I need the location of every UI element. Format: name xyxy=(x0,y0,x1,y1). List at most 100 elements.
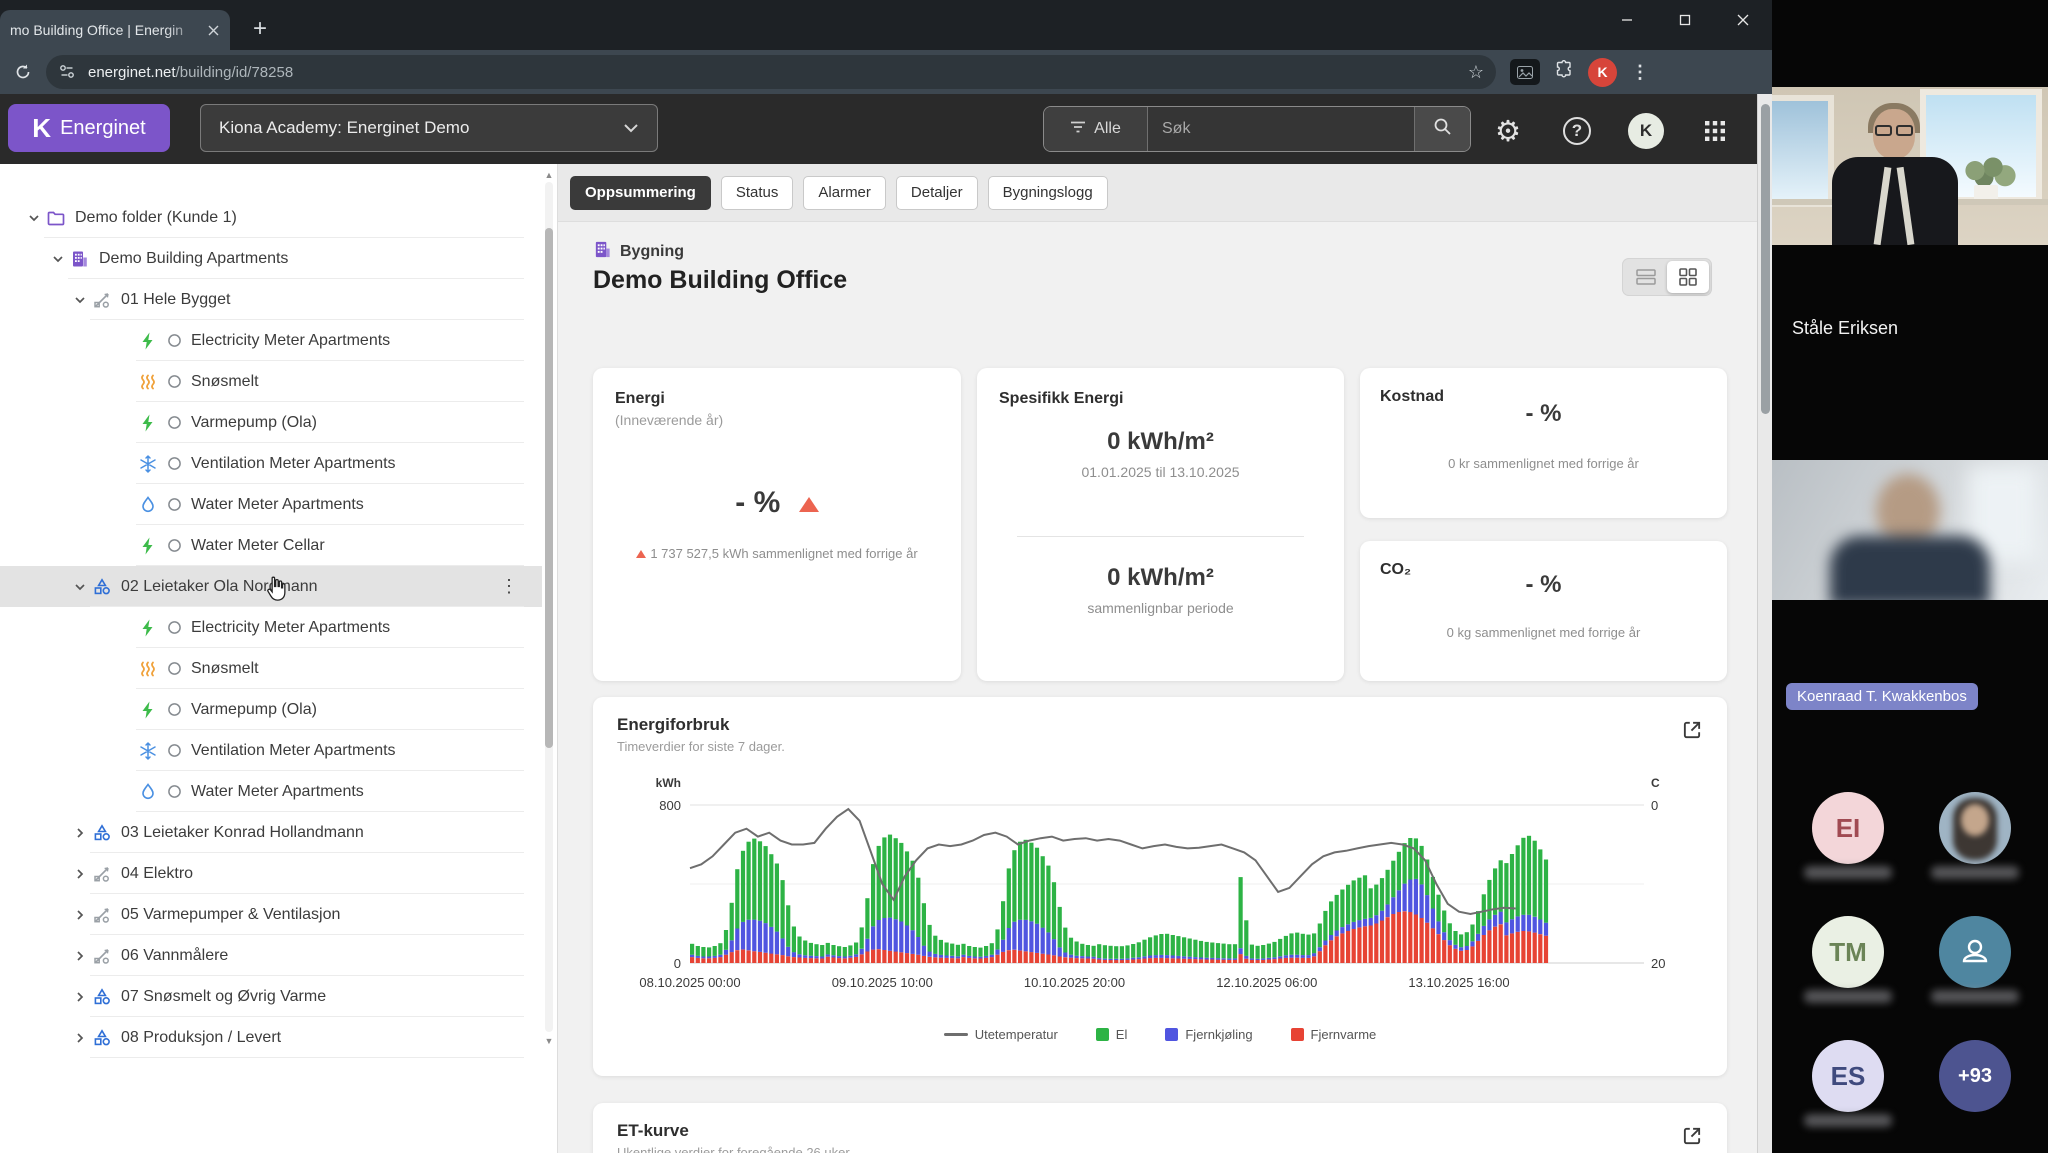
svg-text:13.10.2025 16:00: 13.10.2025 16:00 xyxy=(1408,975,1509,990)
close-tab-icon[interactable] xyxy=(204,21,222,39)
sidebar-scrollbar[interactable]: ▲ ▼ xyxy=(543,168,555,1048)
tree-item-13[interactable]: Ventilation Meter Apartments xyxy=(0,730,542,771)
chevron-right-icon[interactable] xyxy=(70,1031,90,1045)
shapes-group-icon xyxy=(90,823,114,843)
spesifikk-period-2: sammenlignbar periode xyxy=(1087,600,1234,616)
water-droplet-icon xyxy=(136,782,160,802)
tree-item-6[interactable]: Ventilation Meter Apartments xyxy=(0,443,542,484)
url-field[interactable]: energinet.net/building/id/78258 ☆ xyxy=(46,55,1496,89)
chevron-down-icon[interactable] xyxy=(70,580,90,594)
scroll-up-icon[interactable]: ▲ xyxy=(544,170,554,180)
tree-item-9[interactable]: 02 Leietaker Ola Nordmann ⋮ xyxy=(0,566,542,607)
expand-icon[interactable] xyxy=(1681,1125,1703,1152)
tree-item-15[interactable]: 03 Leietaker Konrad Hollandmann xyxy=(0,812,542,853)
tree-item-7[interactable]: Water Meter Apartments xyxy=(0,484,542,525)
participant-avatar-0[interactable]: EI xyxy=(1812,792,1884,864)
organization-selector[interactable]: Kiona Academy: Energinet Demo xyxy=(200,104,658,152)
tree-item-1[interactable]: Demo Building Apartments xyxy=(0,238,542,279)
scroll-down-icon[interactable]: ▼ xyxy=(544,1036,554,1046)
chevron-down-icon[interactable] xyxy=(24,211,44,225)
tree-item-8[interactable]: Water Meter Cellar xyxy=(0,525,542,566)
participant-avatar-5[interactable]: +93 xyxy=(1939,1040,2011,1112)
tree-item-11[interactable]: Snøsmelt xyxy=(0,648,542,689)
search-submit-button[interactable] xyxy=(1414,107,1470,151)
apps-grid-icon[interactable] xyxy=(1696,112,1734,150)
participant-avatar-3[interactable] xyxy=(1939,916,2011,988)
new-tab-button[interactable]: + xyxy=(252,15,267,42)
reload-icon[interactable] xyxy=(6,55,40,89)
search-input[interactable]: Søk xyxy=(1148,107,1414,151)
close-window-button[interactable] xyxy=(1714,0,1772,40)
participant-name-label: Ståle Eriksen xyxy=(1792,318,1899,338)
browser-menu-kebab-icon[interactable]: ⋮ xyxy=(1631,61,1649,82)
tab-detaljer[interactable]: Detaljer xyxy=(895,175,978,210)
tree-item-16[interactable]: 04 Elektro xyxy=(0,853,542,894)
search-filter-dropdown[interactable]: Alle xyxy=(1044,107,1148,151)
energinet-logo[interactable]: K Energinet xyxy=(8,104,170,152)
energiforbruk-card: Energiforbruk Timeverdier for siste 7 da… xyxy=(593,697,1727,1076)
tree-item-4[interactable]: Snøsmelt xyxy=(0,361,542,402)
chevron-down-icon[interactable] xyxy=(70,293,90,307)
chevron-right-icon[interactable] xyxy=(70,949,90,963)
tree-item-14[interactable]: Water Meter Apartments xyxy=(0,771,542,812)
chevron-right-icon[interactable] xyxy=(70,826,90,840)
tree-item-18[interactable]: 06 Vannmålere xyxy=(0,935,542,976)
svg-text:0: 0 xyxy=(1651,798,1658,813)
chevron-down-icon[interactable] xyxy=(48,252,68,266)
extensions-puzzle-icon[interactable] xyxy=(1554,59,1574,85)
participant-video-2[interactable] xyxy=(1772,460,2048,600)
tree-item-label: Water Meter Apartments xyxy=(191,495,364,513)
tree-item-10[interactable]: Electricity Meter Apartments xyxy=(0,607,542,648)
help-icon[interactable]: ? xyxy=(1558,112,1596,150)
electricity-bolt-icon xyxy=(136,413,160,433)
bookmark-star-icon[interactable]: ☆ xyxy=(1467,61,1484,82)
settings-gear-icon[interactable]: ⚙ xyxy=(1495,115,1521,148)
tab-bygningslogg[interactable]: Bygningslogg xyxy=(987,175,1108,210)
page-scrollbar[interactable] xyxy=(1757,94,1772,1153)
legend-item: Fjernvarme xyxy=(1290,1027,1376,1042)
item-menu-kebab-icon[interactable]: ⋮ xyxy=(500,576,518,596)
site-info-icon[interactable] xyxy=(58,63,76,81)
tree-item-12[interactable]: Varmepump (Ola) xyxy=(0,689,542,730)
media-preview-icon[interactable] xyxy=(1510,59,1540,85)
maximize-button[interactable] xyxy=(1656,0,1714,40)
url-path: /building/id/78258 xyxy=(175,63,294,81)
participant-name-blurred xyxy=(1804,990,1892,1003)
chevron-right-icon[interactable] xyxy=(70,990,90,1004)
tree-item-3[interactable]: Electricity Meter Apartments xyxy=(0,320,542,361)
tab-status[interactable]: Status xyxy=(720,175,794,210)
co2-card: CO₂ - % 0 kg sammenlignet med forrige år xyxy=(1360,541,1727,681)
tree-item-0[interactable]: Demo folder (Kunde 1) xyxy=(0,197,542,238)
expand-icon[interactable] xyxy=(1681,719,1703,746)
electricity-bolt-icon xyxy=(136,700,160,720)
grid-view-button[interactable] xyxy=(1667,261,1709,293)
tree-item-label: Varmepump (Ola) xyxy=(191,700,317,718)
status-ring-icon xyxy=(167,374,182,389)
tree-item-label: 06 Vannmålere xyxy=(121,946,229,964)
browser-profile-avatar[interactable]: K xyxy=(1588,57,1617,87)
svg-text:12.10.2025 06:00: 12.10.2025 06:00 xyxy=(1216,975,1317,990)
participant-avatar-1[interactable] xyxy=(1939,792,2011,864)
tab-alarmer[interactable]: Alarmer xyxy=(803,175,886,210)
participant-avatar-4[interactable]: ES xyxy=(1812,1040,1884,1112)
et-kurve-card: ET-kurve Ukentlige verdier for foregåend… xyxy=(593,1103,1727,1153)
minimize-button[interactable] xyxy=(1598,0,1656,40)
electricity-bolt-icon xyxy=(136,618,160,638)
status-ring-icon xyxy=(167,784,182,799)
tree-item-17[interactable]: 05 Varmepumper & Ventilasjon xyxy=(0,894,542,935)
tree-item-19[interactable]: 07 Snøsmelt og Øvrig Varme xyxy=(0,976,542,1017)
tree-item-2[interactable]: 01 Hele Bygget xyxy=(0,279,542,320)
list-view-button[interactable] xyxy=(1625,261,1667,293)
participant-avatar-2[interactable]: TM xyxy=(1812,916,1884,988)
tree-item-5[interactable]: Varmepump (Ola) xyxy=(0,402,542,443)
chevron-right-icon[interactable] xyxy=(70,867,90,881)
tree-item-20[interactable]: 08 Produksjon / Levert xyxy=(0,1017,542,1058)
filter-icon xyxy=(1070,120,1086,138)
participant-video-1[interactable] xyxy=(1772,87,2048,245)
tab-oppsummering[interactable]: Oppsummering xyxy=(570,175,711,210)
status-ring-icon xyxy=(167,333,182,348)
browser-tab[interactable]: mo Building Office | Energin xyxy=(0,10,230,50)
chevron-right-icon[interactable] xyxy=(70,908,90,922)
video-call-panel: Ståle Eriksen Koenraad T. Kwakkenbos EI T… xyxy=(1772,0,2048,1153)
user-avatar[interactable]: K xyxy=(1627,112,1665,150)
